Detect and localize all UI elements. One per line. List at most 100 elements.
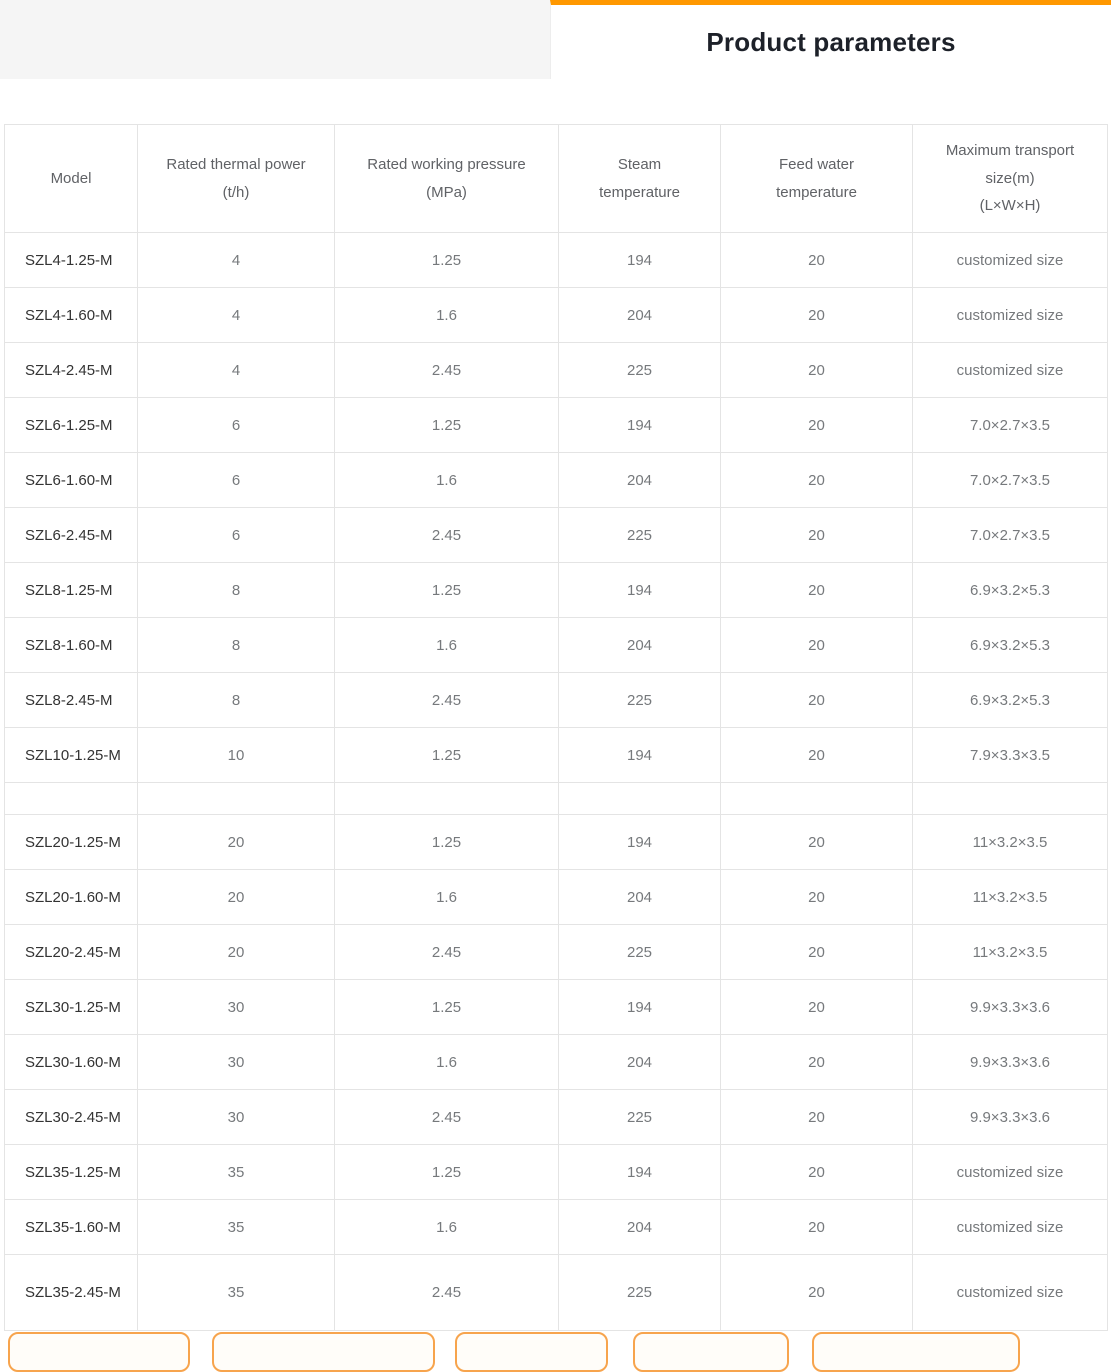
value-cell: 1.6 <box>334 1199 559 1255</box>
table-row: SZL6-1.60-M 6 1.6 204 20 7.0×2.7×3.5 <box>4 452 1108 508</box>
value-cell: 6 <box>137 507 335 563</box>
table-row: SZL6-2.45-M 6 2.45 225 20 7.0×2.7×3.5 <box>4 507 1108 563</box>
value-cell: 204 <box>558 1034 721 1090</box>
value-cell: 9.9×3.3×3.6 <box>912 979 1108 1035</box>
related-link-button-3[interactable] <box>455 1332 608 1372</box>
value-cell: 6 <box>137 452 335 508</box>
value-cell: 20 <box>720 979 913 1035</box>
value-cell: 6.9×3.2×5.3 <box>912 562 1108 618</box>
model-cell: SZL30-1.60-M <box>4 1034 138 1090</box>
value-cell: 11×3.2×3.5 <box>912 869 1108 925</box>
value-cell: 7.0×2.7×3.5 <box>912 507 1108 563</box>
value-cell: 20 <box>720 1034 913 1090</box>
value-cell: 6.9×3.2×5.3 <box>912 672 1108 728</box>
value-cell: 2.45 <box>334 1254 559 1331</box>
value-cell: 2.45 <box>334 672 559 728</box>
value-cell: 8 <box>137 672 335 728</box>
model-cell: SZL35-1.60-M <box>4 1199 138 1255</box>
table-row: SZL35-2.45-M 35 2.45 225 20 customized size <box>4 1254 1108 1331</box>
tabs-bar: Product parameters <box>0 0 1111 79</box>
value-cell: 10 <box>137 727 335 783</box>
value-cell: 7.0×2.7×3.5 <box>912 397 1108 453</box>
value-cell: 20 <box>720 232 913 288</box>
model-cell: SZL30-1.25-M <box>4 979 138 1035</box>
value-cell: 1.25 <box>334 727 559 783</box>
value-cell: customized size <box>912 342 1108 398</box>
model-cell: SZL8-1.60-M <box>4 617 138 673</box>
value-cell: 2.45 <box>334 342 559 398</box>
table-row: SZL20-1.25-M 20 1.25 194 20 11×3.2×3.5 <box>4 814 1108 870</box>
value-cell: 225 <box>558 507 721 563</box>
product-parameters-table: Model Rated thermal power (t/h) Rated work… <box>4 124 1108 1331</box>
value-cell <box>137 782 335 815</box>
table-row: SZL20-1.60-M 20 1.6 204 20 11×3.2×3.5 <box>4 869 1108 925</box>
value-cell: customized size <box>912 1254 1108 1331</box>
value-cell <box>558 782 721 815</box>
value-cell: 20 <box>720 287 913 343</box>
value-cell: 1.25 <box>334 979 559 1035</box>
column-header: Model <box>4 124 138 233</box>
column-header: Steam temperature <box>558 124 721 233</box>
table-row: SZL10-1.25-M 10 1.25 194 20 7.9×3.3×3.5 <box>4 727 1108 783</box>
value-cell: 20 <box>137 814 335 870</box>
table-row: SZL4-1.60-M 4 1.6 204 20 customized size <box>4 287 1108 343</box>
value-cell: 8 <box>137 617 335 673</box>
value-cell: 7.0×2.7×3.5 <box>912 452 1108 508</box>
value-cell: 30 <box>137 1034 335 1090</box>
value-cell: 194 <box>558 814 721 870</box>
value-cell <box>912 782 1108 815</box>
related-link-button-1[interactable] <box>8 1332 190 1372</box>
value-cell: 20 <box>720 507 913 563</box>
related-link-button-2[interactable] <box>212 1332 435 1372</box>
tab-product-parameters[interactable]: Product parameters <box>550 0 1111 79</box>
related-link-button-4[interactable] <box>633 1332 789 1372</box>
table-row: SZL4-2.45-M 4 2.45 225 20 customized size <box>4 342 1108 398</box>
value-cell: 20 <box>720 672 913 728</box>
value-cell: 204 <box>558 617 721 673</box>
model-cell: SZL10-1.25-M <box>4 727 138 783</box>
value-cell: 2.45 <box>334 507 559 563</box>
model-cell: SZL30-2.45-M <box>4 1089 138 1145</box>
value-cell: 225 <box>558 1254 721 1331</box>
table-row: SZL30-1.60-M 30 1.6 204 20 9.9×3.3×3.6 <box>4 1034 1108 1090</box>
value-cell: 1.25 <box>334 1144 559 1200</box>
table-row: SZL8-1.60-M 8 1.6 204 20 6.9×3.2×5.3 <box>4 617 1108 673</box>
page-title: Product parameters <box>706 26 956 57</box>
table-row: SZL30-2.45-M 30 2.45 225 20 9.9×3.3×3.6 <box>4 1089 1108 1145</box>
table-row <box>4 782 1108 815</box>
value-cell: 2.45 <box>334 1089 559 1145</box>
value-cell: 35 <box>137 1144 335 1200</box>
value-cell: 20 <box>720 617 913 673</box>
value-cell: 4 <box>137 287 335 343</box>
related-link-button-5[interactable] <box>812 1332 1020 1372</box>
value-cell: 20 <box>720 397 913 453</box>
value-cell: 1.6 <box>334 869 559 925</box>
value-cell: 204 <box>558 287 721 343</box>
value-cell: 194 <box>558 562 721 618</box>
value-cell: 9.9×3.3×3.6 <box>912 1089 1108 1145</box>
value-cell: 225 <box>558 924 721 980</box>
model-cell: SZL6-2.45-M <box>4 507 138 563</box>
table-row: SZL8-1.25-M 8 1.25 194 20 6.9×3.2×5.3 <box>4 562 1108 618</box>
table-row: SZL8-2.45-M 8 2.45 225 20 6.9×3.2×5.3 <box>4 672 1108 728</box>
model-cell: SZL35-1.25-M <box>4 1144 138 1200</box>
value-cell: customized size <box>912 1199 1108 1255</box>
column-header: Rated working pressure (MPa) <box>334 124 559 233</box>
model-cell: SZL20-1.25-M <box>4 814 138 870</box>
value-cell: 1.6 <box>334 452 559 508</box>
table-row: SZL30-1.25-M 30 1.25 194 20 9.9×3.3×3.6 <box>4 979 1108 1035</box>
model-cell: SZL6-1.60-M <box>4 452 138 508</box>
value-cell: 6 <box>137 397 335 453</box>
value-cell: 4 <box>137 342 335 398</box>
value-cell: 225 <box>558 342 721 398</box>
table-row: SZL35-1.60-M 35 1.6 204 20 customized size <box>4 1199 1108 1255</box>
value-cell: 1.25 <box>334 562 559 618</box>
value-cell: 1.6 <box>334 1034 559 1090</box>
value-cell: 194 <box>558 232 721 288</box>
value-cell: 225 <box>558 672 721 728</box>
model-cell: SZL20-1.60-M <box>4 869 138 925</box>
column-header: Feed water temperature <box>720 124 913 233</box>
model-cell: SZL35-2.45-M <box>4 1254 138 1331</box>
value-cell: 35 <box>137 1199 335 1255</box>
value-cell <box>334 782 559 815</box>
